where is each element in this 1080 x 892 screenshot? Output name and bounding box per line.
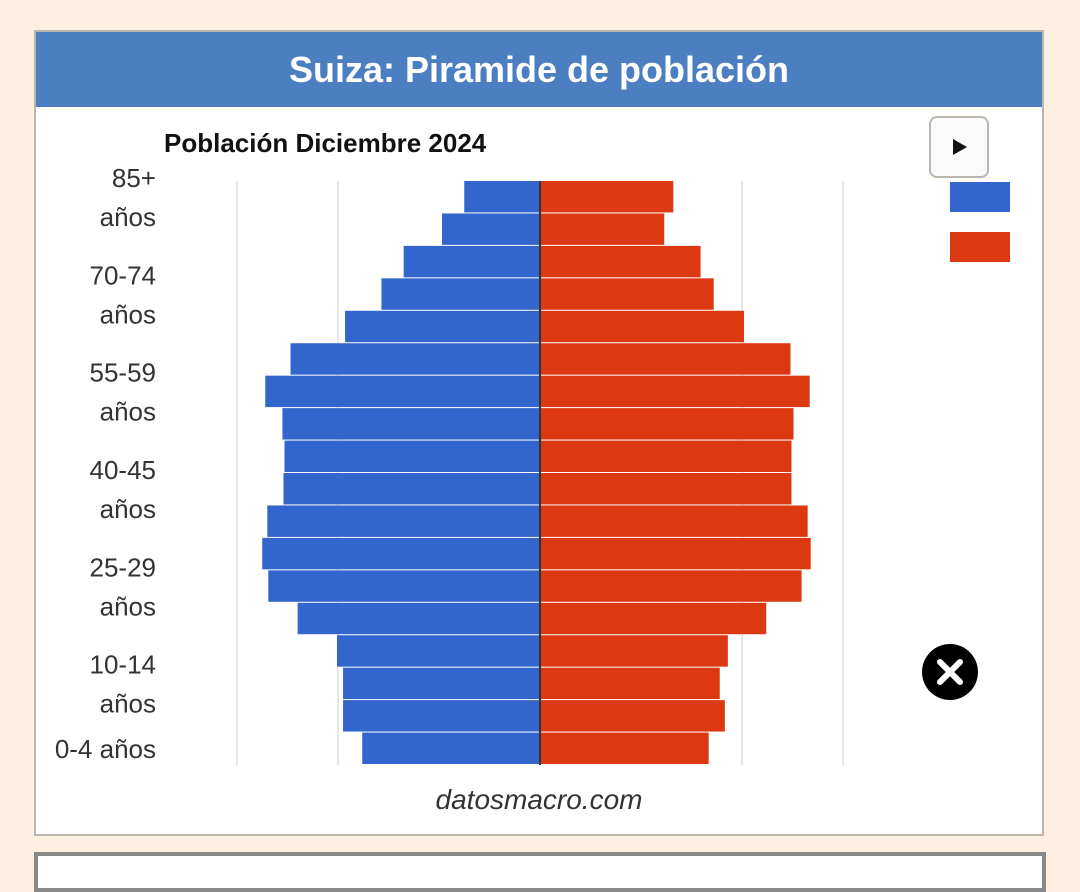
bar-male-45-49[interactable] — [284, 440, 540, 472]
bar-male-70-74[interactable] — [381, 278, 540, 310]
close-button[interactable] — [922, 644, 978, 700]
y-tick-label: años — [100, 591, 156, 621]
bar-female-50-54[interactable] — [540, 408, 794, 440]
y-tick-label: 85+ — [112, 163, 156, 193]
bar-male-60-64[interactable] — [290, 343, 540, 375]
y-tick-label: años — [100, 397, 156, 427]
y-tick-label: 55-59 — [90, 358, 157, 388]
bar-male-30-34[interactable] — [262, 537, 540, 570]
bar-female-25-29[interactable] — [540, 570, 802, 602]
bar-female-85+[interactable] — [540, 181, 674, 213]
bar-female-60-64[interactable] — [540, 343, 791, 375]
bar-female-20-24[interactable] — [540, 602, 767, 635]
y-tick-label: 0-4 años — [55, 734, 156, 764]
bar-female-65-69[interactable] — [540, 310, 745, 343]
close-icon — [937, 659, 963, 685]
bar-female-5-9[interactable] — [540, 700, 725, 732]
bar-male-5-9[interactable] — [343, 700, 540, 732]
bar-female-35-39[interactable] — [540, 505, 808, 537]
legend-swatch-male[interactable] — [950, 182, 1010, 212]
bar-male-40-45[interactable] — [283, 473, 540, 505]
y-tick-label: 70-74 — [90, 260, 157, 290]
bar-female-15-19[interactable] — [540, 635, 728, 667]
bar-female-80-84[interactable] — [540, 213, 665, 245]
bar-male-10-14[interactable] — [343, 667, 540, 700]
bar-female-70-74[interactable] — [540, 278, 714, 310]
y-tick-label: 10-14 — [90, 650, 157, 680]
y-tick-label: años — [100, 299, 156, 329]
bar-female-0-4[interactable] — [540, 732, 709, 764]
bar-male-20-24[interactable] — [297, 602, 540, 635]
chart-title: Población Diciembre 2024 — [164, 128, 487, 158]
bar-female-10-14[interactable] — [540, 667, 720, 700]
bar-male-0-4[interactable] — [362, 732, 540, 764]
bar-female-75-79[interactable] — [540, 245, 701, 278]
bar-female-40-45[interactable] — [540, 473, 792, 505]
bar-female-55-59[interactable] — [540, 375, 810, 408]
bar-male-35-39[interactable] — [267, 505, 540, 537]
play-button[interactable] — [929, 116, 989, 178]
bar-male-75-79[interactable] — [403, 245, 540, 278]
watermark: datosmacro.com — [435, 784, 643, 815]
bar-male-15-19[interactable] — [336, 635, 540, 667]
legend-swatch-female[interactable] — [950, 232, 1010, 262]
y-tick-label: años — [100, 202, 156, 232]
page-title: Suiza: Piramide de población — [36, 32, 1042, 107]
bar-female-30-34[interactable] — [540, 537, 811, 570]
bar-male-25-29[interactable] — [268, 570, 540, 602]
bar-male-85+[interactable] — [464, 181, 540, 213]
y-tick-label: años — [100, 689, 156, 719]
lower-panel — [34, 852, 1046, 892]
bar-female-45-49[interactable] — [540, 440, 792, 472]
bar-male-65-69[interactable] — [345, 310, 540, 343]
y-tick-label: 40-45 — [90, 455, 157, 485]
y-tick-label: años — [100, 494, 156, 524]
bar-male-50-54[interactable] — [282, 408, 540, 440]
bar-male-80-84[interactable] — [442, 213, 540, 245]
play-icon — [953, 139, 967, 155]
y-tick-label: 25-29 — [90, 552, 157, 582]
bar-male-55-59[interactable] — [265, 375, 540, 408]
